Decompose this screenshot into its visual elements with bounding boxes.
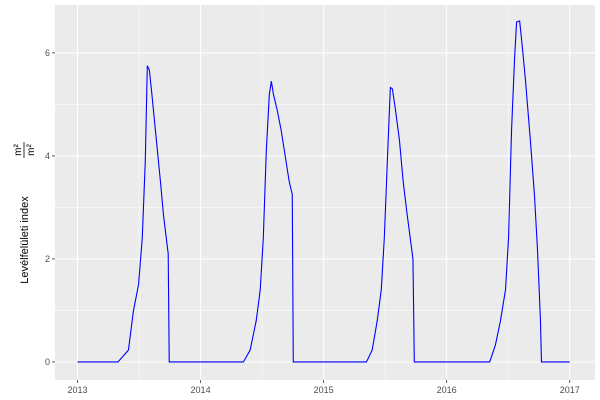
x-tick-label: 2017 bbox=[560, 385, 580, 395]
y-axis-label: Levélfelületi index bbox=[19, 196, 31, 284]
x-tick-label: 2014 bbox=[191, 385, 211, 395]
y-tick-label: 6 bbox=[45, 48, 50, 58]
y-tick-label: 4 bbox=[45, 151, 50, 161]
plot-panel bbox=[55, 5, 595, 380]
y-axis-unit-denominator: m² bbox=[26, 144, 37, 156]
x-tick-label: 2013 bbox=[68, 385, 88, 395]
x-tick-label: 2015 bbox=[314, 385, 334, 395]
y-axis-title: Levélfelületi index m² m² bbox=[13, 142, 37, 284]
y-tick-label: 0 bbox=[45, 357, 50, 367]
gridlines bbox=[55, 5, 595, 380]
lai-series-line bbox=[77, 20, 570, 363]
y-tick-label: 2 bbox=[45, 254, 50, 264]
y-axis-unit-numerator: m² bbox=[13, 144, 24, 156]
x-tick-label: 2016 bbox=[437, 385, 457, 395]
axes: 0 2 4 6 2013 2014 2015 2016 2017 bbox=[45, 48, 580, 395]
